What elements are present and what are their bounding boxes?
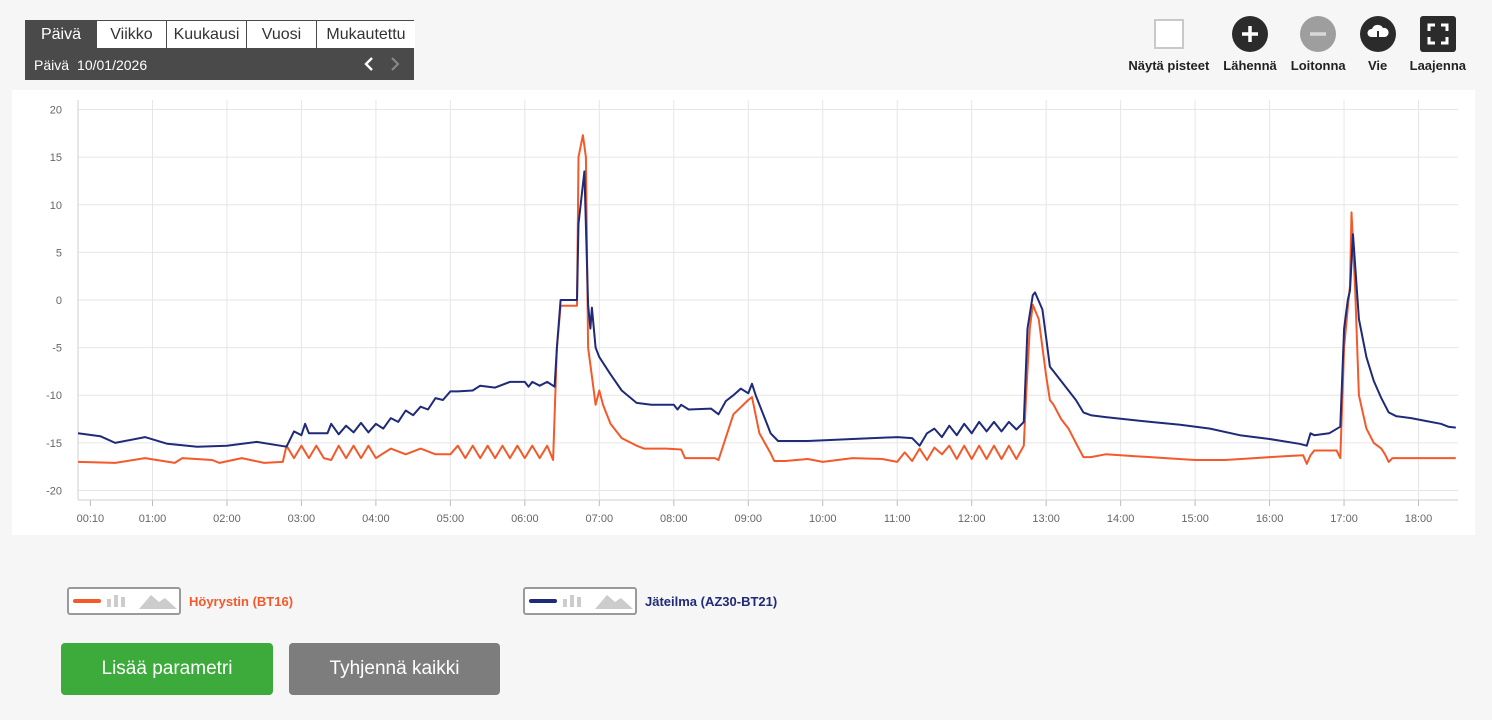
expand-icon xyxy=(1419,16,1456,52)
chevron-left-icon[interactable] xyxy=(361,55,379,73)
tab-month[interactable]: Kuukausi xyxy=(167,21,247,48)
legend-item-evaporator[interactable]: Höyrystin (BT16) xyxy=(67,587,293,615)
date-row: Päivä 10/01/2026 xyxy=(25,49,414,80)
export-button[interactable]: Vie xyxy=(1359,16,1396,73)
x-tick-label: 10:00 xyxy=(809,513,837,525)
series-line-exhaust-air xyxy=(77,170,1456,448)
y-tick-label: 10 xyxy=(50,200,62,212)
legend-label-exhaust-air: Jäteilma (AZ30-BT21) xyxy=(645,593,778,609)
x-tick-label: 14:00 xyxy=(1107,513,1135,525)
date-label: Päivä xyxy=(34,56,70,73)
line-chart[interactable]: 20 15 10 5 0 -5 -10 -15 -20 00:10 01:00 02:00 03:00 0… xyxy=(12,90,1475,535)
export-label: Vie xyxy=(1368,58,1388,73)
x-tick-label: 04:00 xyxy=(362,513,390,525)
y-tick-label: -20 xyxy=(46,485,62,497)
x-tick-label: 18:00 xyxy=(1405,513,1433,525)
period-selector: Päivä Viikko Kuukausi Vuosi Mukautettu P… xyxy=(25,20,415,80)
tab-custom[interactable]: Mukautettu xyxy=(317,21,415,48)
x-tick-label: 03:00 xyxy=(288,513,316,525)
x-tick-label: 08:00 xyxy=(660,513,688,525)
x-tick-label: 11:00 xyxy=(884,513,911,525)
legend-item-exhaust-air[interactable]: Jäteilma (AZ30-BT21) xyxy=(523,587,777,615)
cloud-download-icon xyxy=(1359,16,1396,52)
clear-all-button[interactable]: Tyhjennä kaikki xyxy=(289,643,500,695)
x-tick-label: 13:00 xyxy=(1032,513,1060,525)
expand-button[interactable]: Laajenna xyxy=(1410,16,1466,73)
x-tick-label: 09:00 xyxy=(734,513,762,525)
period-tabs: Päivä Viikko Kuukausi Vuosi Mukautettu xyxy=(25,20,415,49)
y-tick-label: -10 xyxy=(46,390,62,402)
x-tick-label: 02:00 xyxy=(213,513,241,525)
date-value[interactable]: 10/01/2026 xyxy=(77,56,148,73)
add-parameter-button[interactable]: Lisää parametri xyxy=(61,643,273,695)
y-tick-label: -15 xyxy=(46,438,62,450)
x-tick-label: 00:10 xyxy=(77,513,105,525)
tab-day[interactable]: Päivä xyxy=(26,21,97,48)
y-tick-label: 0 xyxy=(56,295,62,307)
chart-toolbar: Näytä pisteet Lähennä Loitonna Vie Laaje… xyxy=(1128,16,1466,73)
show-points-label: Näytä pisteet xyxy=(1128,58,1210,73)
minus-icon xyxy=(1300,16,1337,52)
x-tick-label: 17:00 xyxy=(1330,513,1358,525)
zoom-out-label: Loitonna xyxy=(1290,58,1346,73)
zoom-out-button[interactable]: Loitonna xyxy=(1291,16,1346,73)
checkbox-icon[interactable] xyxy=(1153,19,1184,49)
chevron-right-icon[interactable] xyxy=(385,55,403,73)
x-tick-label: 05:00 xyxy=(437,513,465,525)
x-tick-label: 15:00 xyxy=(1181,513,1209,525)
show-points-toggle[interactable]: Näytä pisteet xyxy=(1128,16,1209,73)
x-tick-label: 07:00 xyxy=(586,513,614,525)
zoom-in-label: Lähennä xyxy=(1223,58,1277,73)
legend-label-evaporator: Höyrystin (BT16) xyxy=(189,593,294,609)
legend-swatch-evaporator[interactable] xyxy=(67,587,181,615)
y-tick-label: 5 xyxy=(56,247,62,259)
x-tick-label: 12:00 xyxy=(958,513,986,525)
legend-swatch-exhaust-air[interactable] xyxy=(523,587,637,615)
plus-icon xyxy=(1232,16,1269,52)
zoom-in-button[interactable]: Lähennä xyxy=(1223,16,1277,73)
y-tick-label: 20 xyxy=(50,105,62,117)
chart-panel: 20 15 10 5 0 -5 -10 -15 -20 00:10 01:00 02:00 03:00 0… xyxy=(12,90,1475,535)
tab-week[interactable]: Viikko xyxy=(97,21,167,48)
x-tick-label: 06:00 xyxy=(511,513,539,525)
series-line-evaporator xyxy=(77,134,1456,465)
x-tick-label: 01:00 xyxy=(139,513,167,525)
y-tick-label: -5 xyxy=(52,343,62,355)
y-tick-label: 15 xyxy=(50,152,62,164)
tab-year[interactable]: Vuosi xyxy=(247,21,317,48)
x-tick-label: 16:00 xyxy=(1256,513,1284,525)
expand-label: Laajenna xyxy=(1409,58,1466,73)
